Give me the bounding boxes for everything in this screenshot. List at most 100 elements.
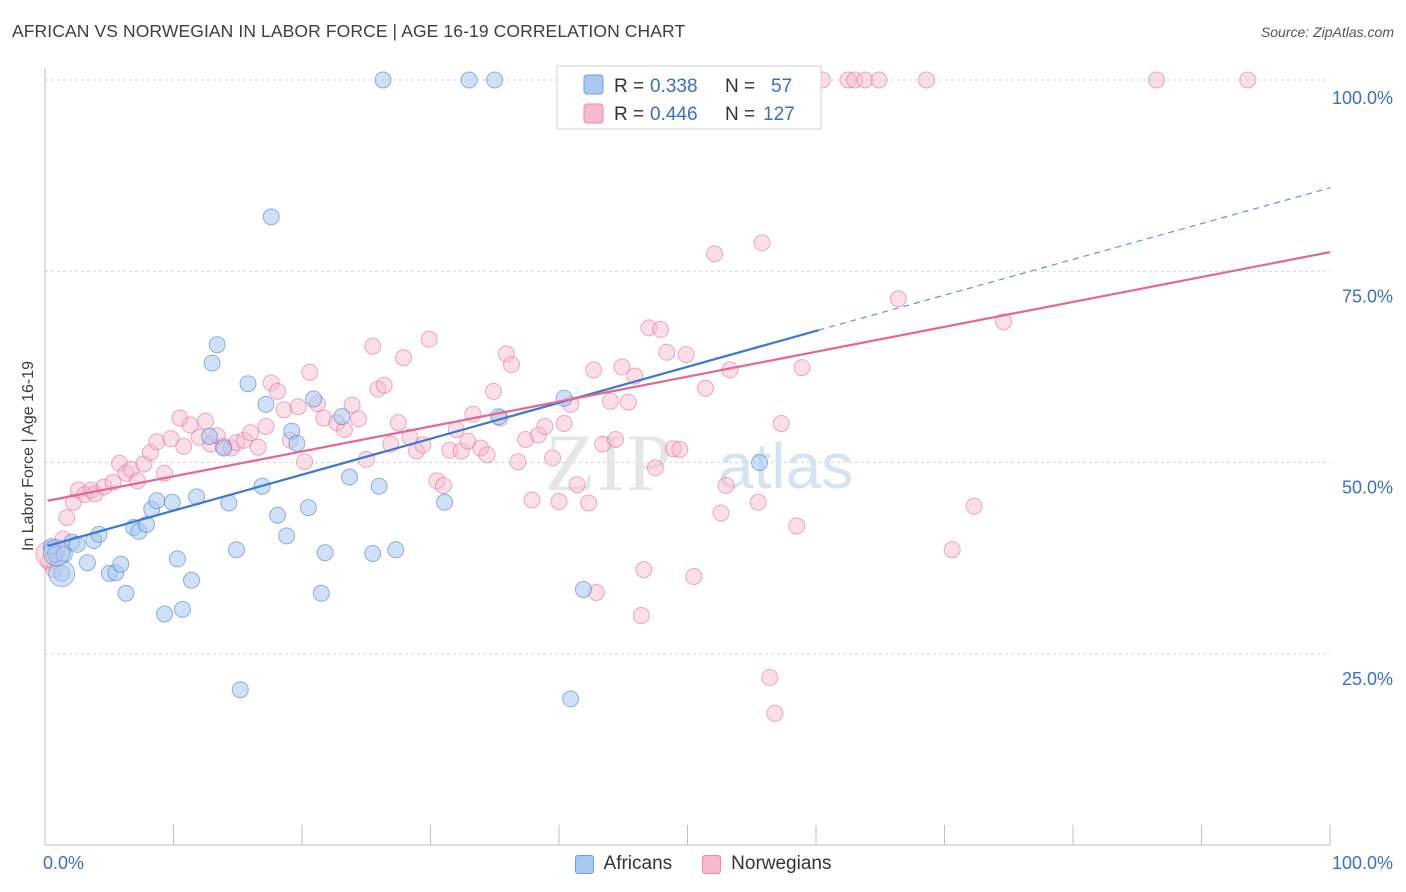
data-point [517, 431, 535, 448]
data-point [585, 361, 603, 379]
trend-lines [47, 187, 1331, 547]
data-point [870, 71, 888, 89]
data-point [889, 290, 907, 308]
chart-title: AFRICAN VS NORWEGIAN IN LABOR FORCE | AG… [12, 21, 686, 41]
data-point [350, 410, 367, 428]
data-point [141, 444, 159, 462]
africans-label: Africans [603, 853, 673, 874]
data-point [753, 234, 771, 252]
legend-n-label: N = [725, 104, 755, 125]
data-point [646, 459, 664, 477]
data-point [275, 401, 293, 419]
data-point [550, 493, 568, 510]
data-point [788, 517, 806, 535]
data-point [555, 415, 573, 432]
y-tick-label: 75.0% [1342, 286, 1393, 306]
data-point [601, 392, 619, 410]
x-tick-label-min: 0.0% [43, 853, 84, 873]
data-point [523, 491, 541, 509]
watermark-atlas: atlas [718, 430, 853, 502]
data-point [228, 541, 245, 559]
data-point [580, 494, 598, 512]
data-point [697, 379, 714, 397]
data-point [174, 600, 191, 618]
data-point [239, 375, 257, 393]
data-point [486, 71, 504, 89]
y-tick-labels: 25.0% 50.0% 75.0% 100.0% [1332, 88, 1393, 689]
data-point [671, 441, 689, 458]
legend-r-label: R = [614, 76, 644, 97]
data-point [632, 607, 650, 624]
data-point [485, 382, 502, 400]
data-point [772, 415, 790, 432]
norwegians-swatch [702, 854, 722, 874]
y-tick-label: 50.0% [1342, 478, 1393, 498]
data-point [316, 544, 334, 562]
data-point [658, 343, 676, 361]
data-point [58, 509, 76, 527]
trend-line-norwegians [47, 251, 1331, 502]
data-point [536, 418, 554, 435]
data-point [749, 493, 767, 511]
legend-n-label: N = [725, 76, 755, 97]
data-point [1148, 71, 1165, 89]
data-point [129, 472, 146, 490]
data-point [712, 504, 730, 522]
data-point [420, 330, 438, 348]
data-point [717, 477, 735, 494]
x-tick-label-max: 100.0% [1332, 853, 1393, 873]
data-point [635, 561, 653, 579]
data-point [375, 376, 393, 394]
data-point [175, 437, 193, 455]
norwegians-label: Norwegians [731, 853, 832, 874]
watermark: ZIP atlas [545, 417, 853, 508]
trend-line-africans-extension [818, 187, 1331, 331]
data-point [544, 449, 562, 467]
data-point [434, 477, 452, 494]
africans-swatch [574, 854, 594, 874]
data-point [387, 541, 405, 559]
data-point [374, 71, 392, 89]
data-point [208, 336, 226, 354]
data-point [594, 435, 612, 453]
data-point [389, 414, 407, 432]
legend-box: R = 0.338 N = 57 R = 0.446 N = 127 [556, 65, 822, 130]
legend-swatch-norwegians [583, 103, 604, 124]
legend-r-value-norwegians: 0.446 [650, 104, 698, 125]
data-point [148, 492, 166, 510]
bottom-legend: Africans Norwegians [0, 849, 1406, 879]
data-point [257, 395, 275, 413]
data-point [562, 690, 580, 708]
data-point [607, 431, 624, 448]
data-point [436, 493, 454, 511]
data-point [472, 439, 490, 457]
data-point [497, 345, 515, 363]
data-point [706, 245, 723, 263]
data-point [677, 346, 695, 364]
data-point [162, 430, 180, 448]
data-point [257, 418, 275, 435]
data-point [183, 571, 200, 589]
data-point [664, 440, 682, 458]
legend-n-value-africans: 57 [771, 76, 792, 97]
data-point [262, 374, 280, 392]
data-point [452, 442, 470, 460]
y-tick-label: 25.0% [1342, 669, 1393, 689]
data-point [333, 408, 351, 426]
data-point [231, 681, 249, 699]
data-point [995, 313, 1013, 331]
axes [44, 68, 1331, 846]
data-point [478, 446, 496, 464]
data-point [156, 605, 173, 623]
legend-item-norwegians: Norwegians [702, 853, 831, 875]
data-point [262, 208, 280, 226]
data-point [943, 541, 961, 559]
data-point [138, 516, 155, 533]
legend-swatch-africans [583, 74, 604, 95]
data-point [269, 382, 287, 400]
data-point [685, 568, 703, 585]
data-point [509, 453, 527, 471]
data-point [1239, 71, 1257, 89]
data-point [171, 409, 189, 427]
